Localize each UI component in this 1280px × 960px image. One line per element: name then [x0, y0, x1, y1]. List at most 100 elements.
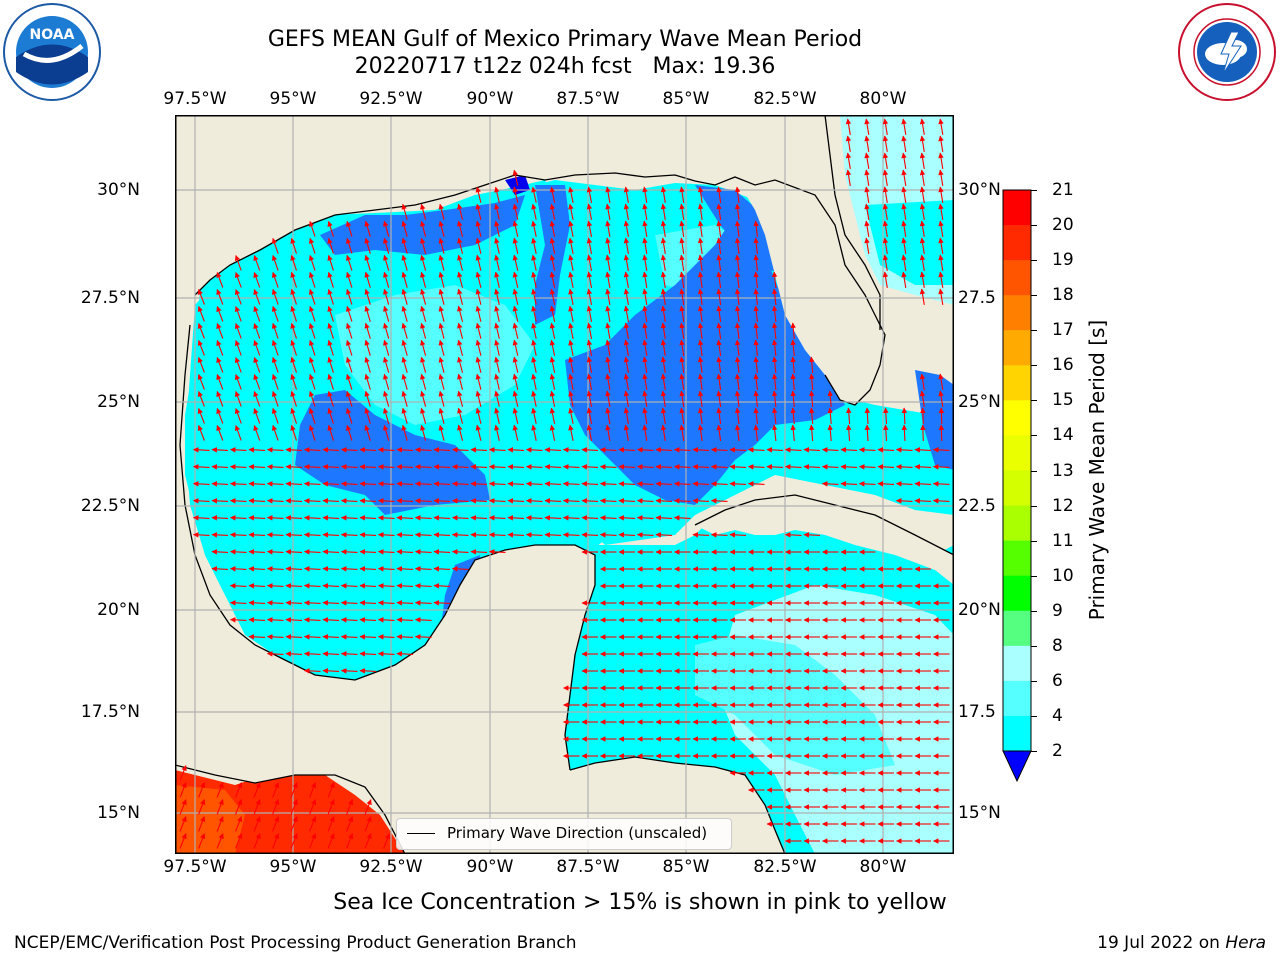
wave-direction-arrow	[734, 271, 741, 288]
wave-direction-arrow	[308, 288, 316, 305]
wave-direction-arrow	[216, 322, 224, 339]
colorbar-tick-mark	[1031, 260, 1037, 262]
wave-direction-arrow	[179, 765, 187, 781]
wave-direction-arrow	[618, 447, 636, 453]
wave-direction-arrow	[346, 833, 354, 849]
wave-direction-arrow	[840, 481, 858, 487]
wave-direction-arrow	[359, 515, 377, 521]
wave-direction-arrow	[253, 322, 261, 339]
wave-direction-arrow	[568, 203, 574, 220]
wave-direction-arrow	[290, 407, 298, 424]
wave-direction-arrow	[568, 305, 574, 322]
colorbar-tick-mark	[1031, 190, 1037, 191]
wave-direction-arrow	[734, 305, 741, 322]
wave-direction-arrow	[253, 782, 261, 798]
wave-direction-arrow	[414, 566, 432, 572]
wave-direction-arrow	[216, 339, 224, 356]
wave-direction-arrow	[359, 668, 377, 674]
wave-direction-arrow	[359, 447, 377, 453]
wave-direction-arrow	[179, 816, 187, 832]
wave-direction-arrow	[716, 254, 722, 271]
wave-direction-arrow	[470, 481, 488, 487]
wave-direction-arrow	[475, 356, 482, 373]
wave-direction-arrow	[549, 339, 556, 356]
wave-direction-arrow	[494, 288, 500, 305]
wave-direction-arrow	[581, 498, 599, 504]
wave-direction-arrow	[784, 532, 802, 538]
wave-direction-arrow	[322, 566, 340, 572]
colorbar-segment	[1003, 435, 1031, 471]
wave-direction-arrow	[285, 498, 303, 504]
wave-direction-arrow	[420, 288, 427, 305]
wave-direction-arrow	[438, 305, 445, 322]
legend-line-swatch	[407, 833, 435, 834]
wave-direction-arrow	[605, 254, 611, 271]
wave-direction-arrow	[488, 447, 506, 453]
wave-direction-arrow	[642, 186, 648, 203]
wave-direction-arrow	[938, 118, 944, 135]
wave-direction-arrow	[692, 498, 710, 504]
wave-direction-arrow	[248, 566, 266, 572]
wave-direction-arrow	[211, 532, 229, 538]
wave-direction-arrow	[531, 373, 537, 390]
wave-direction-arrow	[919, 135, 926, 152]
wave-direction-arrow	[729, 532, 747, 538]
wave-direction-arrow	[303, 498, 321, 504]
wave-direction-arrow	[396, 549, 414, 555]
wave-direction-arrow	[679, 237, 685, 254]
wave-direction-arrow	[525, 515, 543, 521]
wave-direction-arrow	[364, 356, 371, 373]
wave-direction-arrow	[938, 186, 944, 203]
wave-direction-arrow	[271, 271, 279, 288]
wave-direction-arrow	[364, 816, 372, 832]
wave-direction-arrow	[438, 390, 445, 407]
wave-direction-arrow	[494, 390, 500, 407]
wave-direction-arrow	[359, 549, 377, 555]
wave-direction-arrow	[211, 447, 229, 453]
wave-direction-arrow	[919, 237, 926, 254]
wave-direction-arrow	[642, 390, 648, 407]
wave-direction-arrow	[345, 254, 353, 271]
wave-direction-arrow	[383, 254, 390, 271]
legend-label: Primary Wave Direction (unscaled)	[447, 824, 708, 842]
wave-direction-arrow	[327, 373, 334, 390]
wave-direction-arrow	[248, 634, 266, 640]
wave-direction-arrow	[623, 407, 630, 424]
wave-direction-arrow	[544, 481, 562, 487]
wave-direction-arrow	[790, 407, 796, 425]
wave-direction-arrow	[679, 373, 685, 390]
wave-direction-arrow	[396, 481, 414, 487]
wave-direction-arrow	[636, 447, 654, 453]
wave-direction-arrow	[623, 373, 630, 390]
wave-direction-arrow	[438, 322, 445, 339]
wave-direction-arrow	[438, 356, 445, 373]
wave-direction-arrow	[414, 583, 432, 589]
wave-direction-arrow	[451, 566, 469, 572]
wave-direction-arrow	[840, 464, 858, 470]
wave-direction-arrow	[488, 498, 506, 504]
wave-direction-arrow	[864, 203, 870, 220]
colorbar-tick-label: 18	[1052, 285, 1074, 306]
wave-direction-arrow	[216, 833, 224, 849]
wave-direction-arrow	[882, 254, 889, 271]
colorbar-segment	[1003, 715, 1031, 752]
wave-direction-arrow	[568, 322, 574, 339]
lat-tick-label: 27.5	[958, 288, 996, 308]
wave-direction-arrow	[901, 152, 907, 169]
wave-direction-arrow	[197, 339, 205, 356]
wave-direction-arrow	[697, 203, 704, 220]
wave-direction-arrow	[377, 464, 395, 470]
wave-direction-arrow	[808, 407, 815, 425]
wave-direction-arrow	[457, 203, 464, 220]
wave-direction-arrow	[901, 186, 907, 203]
wave-direction-arrow	[710, 481, 728, 487]
wave-direction-arrow	[266, 464, 284, 470]
wave-direction-arrow	[340, 634, 358, 640]
wave-direction-arrow	[766, 464, 784, 470]
wave-direction-arrow	[494, 373, 500, 390]
wave-direction-arrow	[882, 237, 889, 254]
wave-direction-arrow	[179, 833, 187, 849]
wave-direction-arrow	[266, 447, 284, 453]
wave-direction-arrow	[882, 152, 889, 169]
wave-direction-arrow	[753, 237, 759, 254]
